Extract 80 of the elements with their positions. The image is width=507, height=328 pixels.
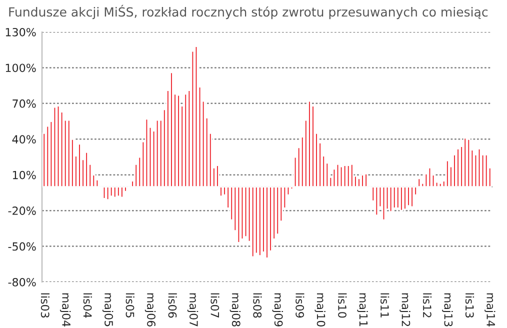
y-tick-label: 100% [6,64,36,72]
x-tick-label: lis10 [338,293,347,318]
bar [396,186,400,209]
x-tick-label: lis08 [253,293,262,318]
bar [438,182,442,188]
bar [102,186,106,200]
bar [184,93,188,188]
x-tick-label: maj11 [357,293,368,326]
bar [388,186,393,212]
y-tick-label: 10% [12,170,36,180]
bar [400,186,404,212]
bar [428,167,432,188]
bar [357,178,361,188]
bar [339,166,344,188]
x-tick-label: lis06 [168,293,177,318]
bar [52,106,57,188]
x-tick-label: maj13 [442,293,453,326]
bar [336,163,340,188]
y-tick-label: 40% [12,135,36,144]
bar [360,174,364,188]
x-tick-label: maj07 [187,293,198,326]
bar [308,100,312,188]
bar [456,148,460,188]
bar [346,164,350,188]
chart-title: Fundusze akcji MiŚS, rozkład rocznych stóp zwrotu przesuwanych co miesiąc [9,4,488,20]
bar [78,143,82,188]
bar [466,138,470,188]
x-tick-label: maj10 [314,293,326,326]
bar [109,186,114,197]
x-tick-label: lis12 [422,293,432,318]
bar [120,186,124,198]
bar [67,119,71,188]
bar [194,46,198,188]
x-tick-label: lis09 [296,293,304,318]
bar [176,94,180,188]
bar [116,186,120,197]
bar [56,105,60,188]
bar [258,186,262,257]
bar [155,119,160,188]
bar [251,186,255,258]
x-tick-label: maj12 [400,293,410,326]
bar [254,186,258,254]
y-tick-label: -80% [8,278,36,286]
bar [374,186,379,216]
bar [106,186,110,201]
bar [265,186,269,259]
x-tick-label: lis04 [83,293,92,318]
y-tick-label: -20% [8,206,36,215]
bar [342,164,347,188]
x-tick-label: lis11 [380,293,390,318]
x-tick-label: maj05 [102,293,114,326]
bar [240,186,244,240]
x-tick-label: lis03 [40,293,50,318]
bar [446,160,450,188]
bar [392,186,396,209]
y-tick-label: 130% [6,28,36,36]
bar [113,186,117,198]
bar [484,154,488,188]
bar [170,72,174,188]
bar [236,186,241,244]
bar [477,148,482,188]
x-tick-label: lis13 [465,293,474,318]
x-tick-label: lis07 [210,293,220,318]
bar [364,172,368,188]
x-tick-label: maj09 [272,293,283,326]
x-tick-label: maj06 [144,293,156,326]
x-tick-label: maj08 [230,293,241,326]
bar [410,186,414,208]
y-tick-label: 70% [12,99,36,108]
bar [350,163,354,188]
bar [403,186,407,210]
bar [463,137,467,188]
bar [84,152,88,188]
y-tick-label: -50% [8,242,36,251]
bar [144,118,149,188]
x-tick-label: maj14 [484,293,496,327]
bar [382,186,386,221]
x-tick-label: maj04 [60,293,71,327]
bar [406,186,410,207]
x-tick-label: lis05 [126,293,134,318]
